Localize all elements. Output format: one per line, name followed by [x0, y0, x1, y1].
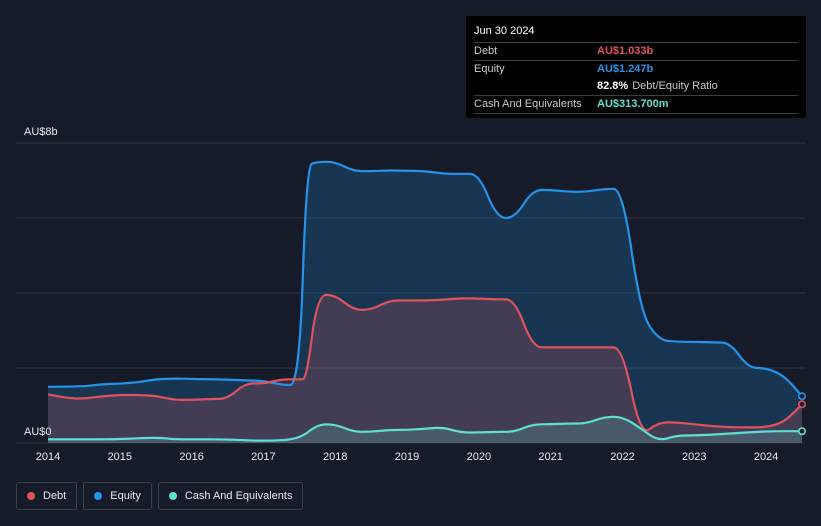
data-tooltip: Jun 30 2024 Debt AU$1.033b Equity AU$1.2… [466, 16, 806, 118]
x-tick-2016: 2016 [179, 451, 203, 463]
debt-endpoint [797, 400, 806, 409]
x-axis-ticks: 2014 2015 2016 2017 2018 2019 2020 2021 2022 2023… [36, 451, 779, 463]
debt-dot-icon [27, 492, 35, 500]
debt-area [48, 294, 802, 443]
equity-endpoint [797, 392, 806, 401]
tooltip-debt-value: AU$1.033b [597, 45, 654, 57]
x-tick-2024: 2024 [754, 451, 778, 463]
tooltip-debt-label: Debt [474, 45, 498, 57]
legend-item-debt[interactable]: Debt [16, 482, 78, 510]
tooltip-equity-label: Equity [474, 63, 505, 75]
cash-dot-icon [168, 492, 177, 500]
legend-cash-label: Cash And Equivalents [184, 490, 293, 502]
y-axis-top-label: AU$8b [24, 126, 58, 138]
tooltip-cash-label: Cash And Equivalents [474, 98, 582, 110]
y-axis-bottom-label: AU$0 [24, 426, 52, 438]
series-areas [48, 161, 802, 444]
cash-endpoint [797, 427, 806, 436]
legend-item-equity[interactable]: Equity [83, 482, 152, 510]
cash-line [48, 415, 802, 442]
x-tick-2014: 2014 [36, 451, 60, 463]
tooltip-ratio-value: 82.8% [597, 80, 629, 92]
equity-area [48, 161, 802, 444]
series-lines [47, 160, 803, 442]
tooltip-date: Jun 30 2024 [474, 24, 798, 43]
x-tick-2015: 2015 [108, 451, 132, 463]
legend-equity-label: Equity [110, 490, 141, 502]
chart-legend: Debt Equity Cash And Equivalents [16, 482, 304, 510]
x-tick-2019: 2019 [395, 451, 419, 463]
legend-debt-label: Debt [43, 490, 67, 502]
tooltip-equity-value: AU$1.247b [597, 63, 654, 75]
x-tick-2020: 2020 [467, 451, 491, 463]
x-tick-2021: 2021 [538, 451, 562, 463]
legend-item-cash[interactable]: Cash And Equivalents [157, 482, 304, 510]
tooltip-ratio-row: 82.8% Debt/Equity Ratio [474, 78, 798, 96]
equity-line [47, 160, 803, 397]
x-tick-2018: 2018 [323, 451, 347, 463]
tooltip-debt-row: Debt AU$1.033b [474, 43, 798, 61]
series-endpoints [797, 392, 806, 436]
equity-dot-icon [94, 492, 103, 500]
cash-area [48, 416, 802, 443]
tooltip-cash-row: Cash And Equivalents AU$313.700m [474, 96, 798, 114]
tooltip-cash-value: AU$313.700m [597, 98, 669, 110]
x-tick-2017: 2017 [251, 451, 275, 463]
x-tick-2023: 2023 [682, 451, 706, 463]
tooltip-equity-row: Equity AU$1.247b [474, 61, 798, 78]
x-tick-2022: 2022 [610, 451, 634, 463]
gridlines [16, 142, 805, 444]
debt-line [47, 293, 803, 432]
tooltip-ratio-label: Debt/Equity Ratio [632, 80, 718, 92]
